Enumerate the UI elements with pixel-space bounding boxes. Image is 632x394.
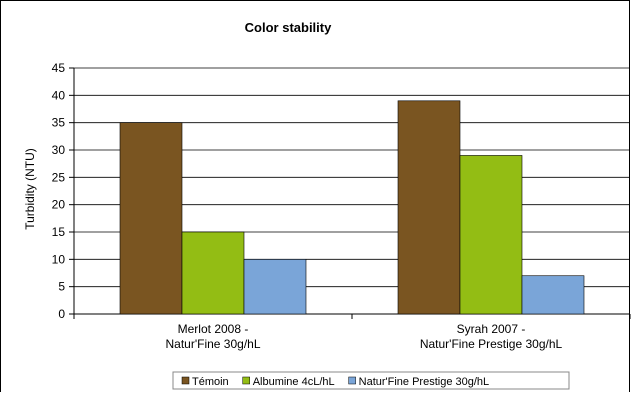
bar (243, 259, 307, 315)
bar (181, 231, 245, 315)
y-tick-label: 15 (52, 225, 66, 239)
y-tick-label: 0 (58, 307, 65, 321)
legend: Témoin Albumine 4cL/hL Natur'Fine Prestige… (172, 371, 570, 390)
y-axis-label: Turbidity (NTU) (23, 148, 37, 230)
bar (459, 155, 523, 315)
y-tick-label: 10 (52, 252, 66, 266)
chart-title: Color stability (245, 20, 332, 35)
bar (521, 275, 585, 315)
y-tick-label: 45 (52, 61, 66, 75)
bar (397, 100, 461, 315)
y-tick-label: 20 (52, 198, 66, 212)
legend-label: Témoin (192, 376, 229, 388)
y-tick-label: 5 (58, 280, 65, 294)
x-category-label: Natur'Fine Prestige 30g/hL (420, 337, 563, 351)
x-category-labels: Merlot 2008 -Natur'Fine 30g/hL Syrah 2007… (165, 322, 562, 351)
x-category-label: Merlot 2008 - (178, 322, 249, 336)
legend-box (172, 371, 570, 390)
y-tick-label: 40 (52, 88, 66, 102)
x-category-label: Syrah 2007 - (457, 322, 526, 336)
y-tick-label: 30 (52, 143, 66, 157)
x-category-label: Natur'Fine 30g/hL (165, 337, 260, 351)
bar (119, 122, 183, 315)
legend-swatch (242, 376, 250, 385)
y-tick-labels: 0 5 10 15 20 25 30 35 40 45 (52, 61, 66, 321)
legend-label: Natur'Fine Prestige 30g/hL (359, 376, 490, 388)
legend-swatch (181, 376, 190, 385)
bars (119, 100, 585, 315)
legend-swatch (348, 376, 356, 385)
y-tick-label: 35 (52, 116, 66, 130)
y-tick-label: 25 (52, 170, 66, 184)
legend-label: Albumine 4cL/hL (253, 376, 335, 388)
